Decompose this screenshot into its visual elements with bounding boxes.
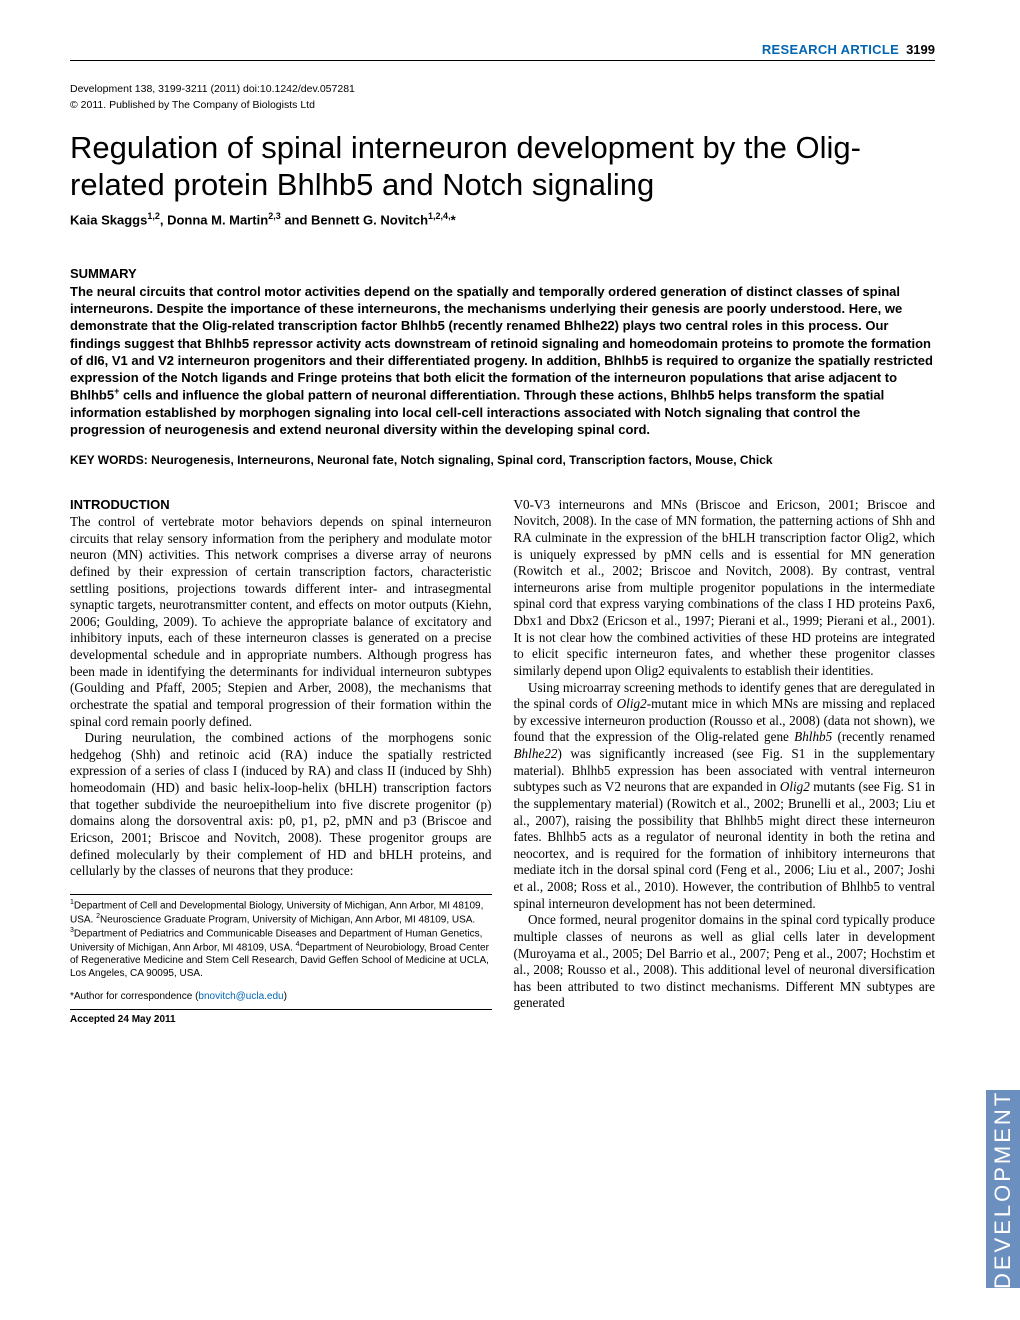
header-bar: RESEARCH ARTICLE 3199 — [70, 42, 935, 61]
page-number: 3199 — [906, 42, 935, 57]
affiliations: 1Department of Cell and Developmental Bi… — [70, 899, 492, 981]
citation-line: Development 138, 3199-3211 (2011) doi:10… — [70, 83, 935, 97]
corr-email-link[interactable]: bnovitch@ucla.edu — [198, 991, 283, 1002]
accepted-date: Accepted 24 May 2011 — [70, 1014, 492, 1027]
corr-suffix: ) — [284, 991, 287, 1002]
article-title: Regulation of spinal interneuron develop… — [70, 130, 935, 203]
intro-right-p3: Once formed, neural progenitor domains i… — [514, 912, 936, 1012]
correspondence-line: *Author for correspondence (bnovitch@ucl… — [70, 991, 492, 1004]
keywords-line: KEY WORDS: Neurogenesis, Interneurons, N… — [70, 453, 935, 467]
accepted-rule — [70, 1009, 492, 1010]
summary-body: The neural circuits that control motor a… — [70, 283, 935, 439]
journal-side-tab: DEVELOPMENT — [986, 1090, 1020, 1288]
article-type-label: RESEARCH ARTICLE — [762, 42, 899, 57]
corr-prefix: *Author for correspondence ( — [70, 991, 198, 1002]
intro-left-p1: The control of vertebrate motor behavior… — [70, 514, 492, 730]
right-column: V0-V3 interneurons and MNs (Briscoe and … — [514, 497, 936, 1027]
intro-right-p2: Using microarray screening methods to id… — [514, 680, 936, 913]
left-column: INTRODUCTION The control of vertebrate m… — [70, 497, 492, 1027]
introduction-heading: INTRODUCTION — [70, 497, 492, 513]
intro-right-p1: V0-V3 interneurons and MNs (Briscoe and … — [514, 497, 936, 680]
authors-line: Kaia Skaggs1,2, Donna M. Martin2,3 and B… — [70, 211, 935, 227]
copyright-line: © 2011. Published by The Company of Biol… — [70, 99, 935, 113]
summary-heading: SUMMARY — [70, 266, 935, 281]
affiliations-rule — [70, 894, 492, 895]
body-columns: INTRODUCTION The control of vertebrate m… — [70, 497, 935, 1027]
intro-left-p2: During neurulation, the combined actions… — [70, 730, 492, 880]
